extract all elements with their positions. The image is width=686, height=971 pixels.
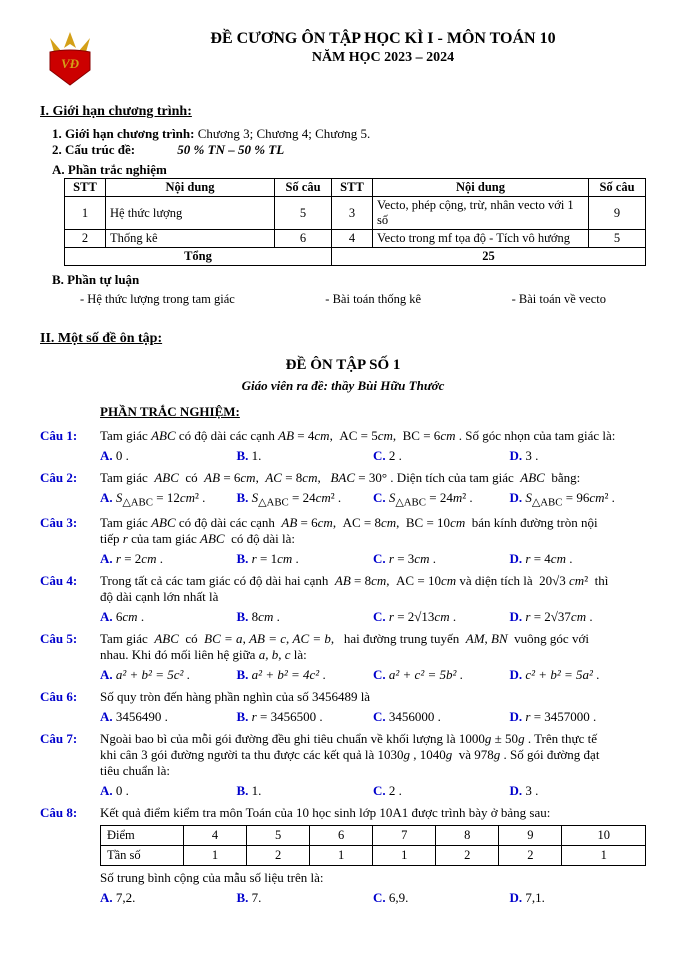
th-stt2: STT [332,179,373,197]
question-3: Câu 3: Tam giác ABC có độ dài các cạnh A… [40,515,646,567]
q3-text1: Tam giác ABC có độ dài các cạnh AB = 6cm… [100,515,646,531]
th-sc2: Số câu [589,179,646,197]
table-row: Tần số 1 2 1 1 2 2 1 [101,845,646,865]
header: VĐ ĐỀ CƯƠNG ÔN TẬP HỌC KÌ I - MÔN TOÁN 1… [40,30,646,90]
line-2: 2. Cấu trúc đề: 50 % TN – 50 % TL [52,142,646,158]
part-b-label: B. Phần tự luận [52,272,646,288]
q4-label: Câu 4: [40,573,100,625]
line-1: 1. Giới hạn chương trình: Chương 3; Chươ… [52,126,646,142]
th-nd1: Nội dung [106,179,275,197]
question-4: Câu 4: Trong tất cả các tam giác có độ d… [40,573,646,625]
q3-text2: tiếp r của tam giác ABC có độ dài là: [100,531,646,547]
q4-text1: Trong tất cả các tam giác có độ dài hai … [100,573,646,589]
q8-text2: Số trung bình cộng của mẫu số liệu trên … [100,870,646,886]
line2-val: 50 % TN – 50 % TL [177,142,284,157]
tl2: - Bài toán thống kê [325,292,421,307]
th-nd2: Nội dung [373,179,589,197]
q3-label: Câu 3: [40,515,100,567]
content-table: STT Nội dung Số câu STT Nội dung Số câu … [64,178,646,266]
th-stt1: STT [65,179,106,197]
question-2: Câu 2: Tam giác ABC có AB = 6cm, AC = 8c… [40,470,646,509]
question-8: Câu 8: Kết quả điểm kiểm tra môn Toán củ… [40,805,646,906]
q8-text: Kết quả điểm kiểm tra môn Toán của 10 họ… [100,805,646,821]
q2-label: Câu 2: [40,470,100,509]
q7-text1: Ngoài bao bì của mỗi gói đường đều ghi t… [100,731,646,747]
th-sc1: Số câu [275,179,332,197]
score-table: Điểm 4 5 6 7 8 9 10 Tần số 1 2 1 1 2 2 1 [100,825,646,866]
q6-text: Số quy tròn đến hàng phần nghìn của số 3… [100,689,646,705]
q6-label: Câu 6: [40,689,100,725]
q5-label: Câu 5: [40,631,100,683]
table-row: 2 Thống kê 6 4 Vecto trong mf tọa độ - T… [65,230,646,248]
svg-text:VĐ: VĐ [61,56,80,71]
q8-label: Câu 8: [40,805,100,906]
q7-text3: tiêu chuẩn là: [100,763,646,779]
table-row: 1 Hệ thức lượng 5 3 Vecto, phép cộng, tr… [65,197,646,230]
question-7: Câu 7: Ngoài bao bì của mỗi gói đường đề… [40,731,646,799]
question-5: Câu 5: Tam giác ABC có BC = a, AB = c, A… [40,631,646,683]
q1-label: Câu 1: [40,428,100,464]
q7-text2: khi cân 3 gói đường người ta thu được cá… [100,747,646,763]
question-1: Câu 1: Tam giác ABC có độ dài các cạnh A… [40,428,646,464]
school-logo: VĐ [40,30,100,90]
line2-label: 2. Cấu trúc đề: [52,142,135,157]
de-title: ĐỀ ÔN TẬP SỐ 1 [40,357,646,374]
line1-val: Chương 3; Chương 4; Chương 5. [198,126,371,141]
phan-title: PHẦN TRẮC NGHIỆM: [100,404,646,420]
gv-line: Giáo viên ra đề: thầy Bùi Hữu Thước [40,378,646,394]
table-1-wrap: STT Nội dung Số câu STT Nội dung Số câu … [64,178,646,266]
table-row: Điểm 4 5 6 7 8 9 10 [101,825,646,845]
part-a-label: A. Phần trắc nghiệm [52,162,646,178]
title-block: ĐỀ CƯƠNG ÔN TẬP HỌC KÌ I - MÔN TOÁN 10 N… [120,30,646,66]
question-6: Câu 6: Số quy tròn đến hàng phần nghìn c… [40,689,646,725]
sub-title: NĂM HỌC 2023 – 2024 [120,50,646,66]
q4-text2: độ dài cạnh lớn nhất là [100,589,646,605]
tl1: - Hệ thức lượng trong tam giác [80,292,235,307]
q5-text2: nhau. Khi đó mối liên hệ giữa a, b, c là… [100,647,646,663]
q1-text: Tam giác ABC có độ dài các cạnh AB = 4cm… [100,428,646,444]
main-title: ĐỀ CƯƠNG ÔN TẬP HỌC KÌ I - MÔN TOÁN 10 [120,30,646,48]
section-1-title: I. Giới hạn chương trình: [40,104,646,120]
tl3: - Bài toán về vecto [512,292,606,307]
line1-label: 1. Giới hạn chương trình: [52,126,194,141]
section-2-title: II. Một số đề ôn tập: [40,331,646,347]
table-total-row: Tổng 25 [65,248,646,266]
q7-label: Câu 7: [40,731,100,799]
q2-text: Tam giác ABC có AB = 6cm, AC = 8cm, BAC … [100,470,646,486]
q5-text1: Tam giác ABC có BC = a, AB = c, AC = b, … [100,631,646,647]
tuluan-row: - Hệ thức lượng trong tam giác - Bài toá… [80,292,606,307]
